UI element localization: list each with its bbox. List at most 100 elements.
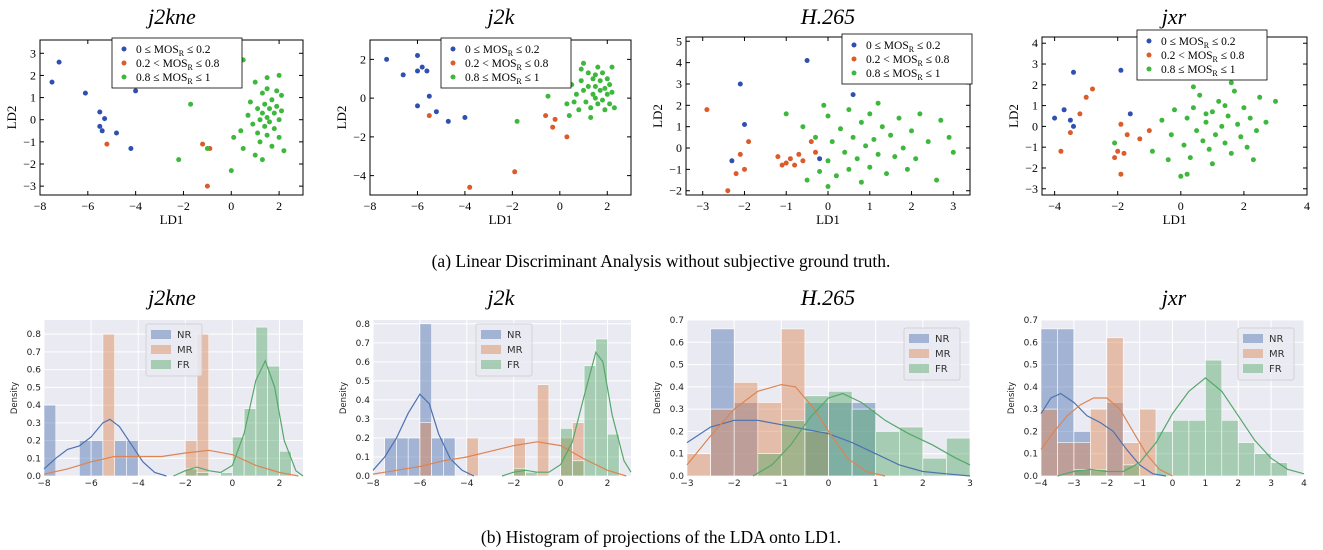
data-point <box>817 156 823 162</box>
legend-label: 0.8 ≤ MOSR ≤ 1 <box>1161 64 1236 78</box>
legend-label: MR <box>1269 349 1285 360</box>
data-point <box>114 130 119 136</box>
data-point <box>257 117 263 123</box>
legend-label: FR <box>507 360 520 371</box>
legend-label: 0.2 < MOSR ≤ 0.8 <box>465 58 549 72</box>
data-point <box>1254 128 1259 134</box>
y-tick-label: 0.0 <box>1024 472 1039 482</box>
data-point <box>269 97 275 103</box>
x-tick-label: −2 <box>507 479 520 489</box>
data-point <box>281 148 287 154</box>
scatter-panel-1: j2kne −8 −6 −4 −2 0 2 −3 −2 −1 0 1 2 3 LD1 LD2 0 ≤ MOSR … <box>4 4 304 227</box>
data-point <box>552 116 558 122</box>
x-tick-label: 1 <box>1203 479 1209 489</box>
data-point <box>796 151 802 157</box>
data-point <box>888 132 894 138</box>
x-tick-label: 2 <box>276 199 282 213</box>
histogram-bar <box>1040 408 1058 477</box>
data-point <box>909 128 914 134</box>
data-point <box>1206 146 1212 152</box>
x-tick-label: 0 <box>1170 479 1176 489</box>
x-tick-label: −2 <box>1111 199 1124 213</box>
y-tick-label: −2 <box>669 184 682 198</box>
data-point <box>571 99 577 105</box>
y-tick-label: 0.0 <box>670 472 685 482</box>
data-point <box>934 177 940 183</box>
data-point <box>602 85 608 91</box>
data-point <box>200 141 206 147</box>
kde-line <box>372 393 475 477</box>
kde-line <box>752 392 971 477</box>
data-point <box>783 160 789 166</box>
data-point <box>607 101 613 107</box>
data-point <box>583 99 589 105</box>
y-tick-label: 0.5 <box>27 383 41 393</box>
data-point <box>1244 144 1250 150</box>
kde-line <box>372 441 627 477</box>
scatter-panel-4: jxr −4 −2 0 2 4 −3 −2 −1 0 1 2 3 4 LD1 LD2 0 ≤ MOSR ≤ 0.… <box>1006 4 1310 227</box>
x-tick-label: −4 <box>1048 199 1061 213</box>
data-point <box>588 105 594 111</box>
kde-line <box>43 449 299 477</box>
data-point <box>550 124 556 130</box>
y-tick-label: 0.1 <box>670 450 684 460</box>
data-point <box>1228 80 1234 86</box>
data-point <box>742 166 747 172</box>
legend: NR MR FR <box>903 327 961 381</box>
data-point <box>1118 67 1124 73</box>
data-point <box>1052 115 1058 121</box>
data-point <box>255 106 261 112</box>
legend-box <box>145 323 203 377</box>
data-point <box>1190 84 1196 90</box>
y-tick-label: 0.5 <box>1024 361 1038 371</box>
data-point <box>279 108 284 114</box>
x-tick-label: 4 <box>1304 199 1310 213</box>
x-tick-label: 2 <box>920 479 926 489</box>
legend-marker <box>450 46 456 52</box>
x-tick-label: −2 <box>1100 479 1113 489</box>
data-point <box>590 91 596 97</box>
data-point <box>1197 92 1203 98</box>
x-tick-label: −1 <box>775 479 788 489</box>
histogram-bar <box>1254 453 1272 477</box>
x-axis-label: LD1 <box>489 212 513 227</box>
y-tick-label: 4 <box>1032 36 1038 50</box>
data-point <box>1090 86 1095 92</box>
data-point <box>1209 161 1215 167</box>
histogram-bar <box>572 460 585 477</box>
histogram-bar <box>804 395 829 477</box>
chart-title: H.265 <box>800 4 855 29</box>
data-point <box>1181 142 1187 148</box>
legend-swatch <box>151 345 171 354</box>
y-tick-label: 0.1 <box>356 453 370 463</box>
data-point <box>858 119 864 125</box>
data-point <box>800 124 806 130</box>
data-point <box>512 169 518 175</box>
data-point <box>938 117 944 123</box>
y-tick-label: −4 <box>353 169 366 183</box>
data-point <box>257 139 263 145</box>
legend-swatch <box>481 330 501 339</box>
x-tick-label: −4 <box>1034 479 1048 489</box>
legend-marker <box>450 74 456 80</box>
data-point <box>576 107 582 113</box>
data-point <box>858 179 864 185</box>
data-point <box>592 84 598 89</box>
data-point <box>1228 150 1234 156</box>
legend-marker <box>851 56 857 62</box>
y-tick-label: 0.3 <box>27 419 41 429</box>
x-axis-label: LD1 <box>1163 212 1187 227</box>
data-point <box>871 137 877 142</box>
data-point <box>829 139 835 145</box>
data-point <box>609 89 615 95</box>
data-point <box>1203 111 1209 117</box>
x-tick-label: 4 <box>1301 479 1307 489</box>
data-point <box>581 60 586 66</box>
data-point <box>1127 111 1133 117</box>
legend-swatch <box>909 364 929 373</box>
data-point <box>264 132 270 138</box>
x-tick-label: 0 <box>228 199 234 213</box>
data-point <box>1200 138 1206 144</box>
histogram-bar <box>255 326 268 477</box>
data-point <box>1112 140 1118 146</box>
